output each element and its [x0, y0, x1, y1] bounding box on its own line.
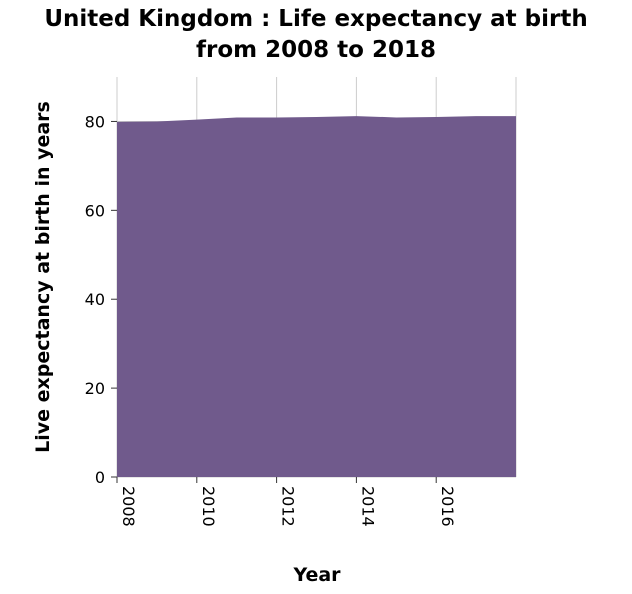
y-tick-label: 0: [95, 468, 105, 487]
area-series: [117, 116, 516, 477]
x-tick-label: 2014: [358, 486, 377, 527]
x-tick-label: 2016: [438, 486, 457, 527]
chart-title-line2: from 2008 to 2018: [196, 37, 436, 63]
axes: 2008 2010 2012 2014 2016 0 20 40 60 80: [85, 112, 458, 526]
x-tick-label: 2012: [279, 486, 298, 527]
y-tick-label: 40: [85, 290, 105, 309]
x-axis-label: Year: [292, 564, 341, 586]
y-axis-label: Live expectancy at birth in years: [32, 101, 54, 453]
chart-title-line1: United Kingdom : Life expectancy at birt…: [44, 6, 588, 32]
y-tick-label: 60: [85, 201, 105, 220]
x-tick-label: 2008: [119, 486, 138, 527]
y-tick-label: 80: [85, 112, 105, 131]
y-tick-label: 20: [85, 379, 105, 398]
chart-title: United Kingdom : Life expectancy at birt…: [0, 4, 632, 66]
x-tick-label: 2010: [199, 486, 218, 527]
